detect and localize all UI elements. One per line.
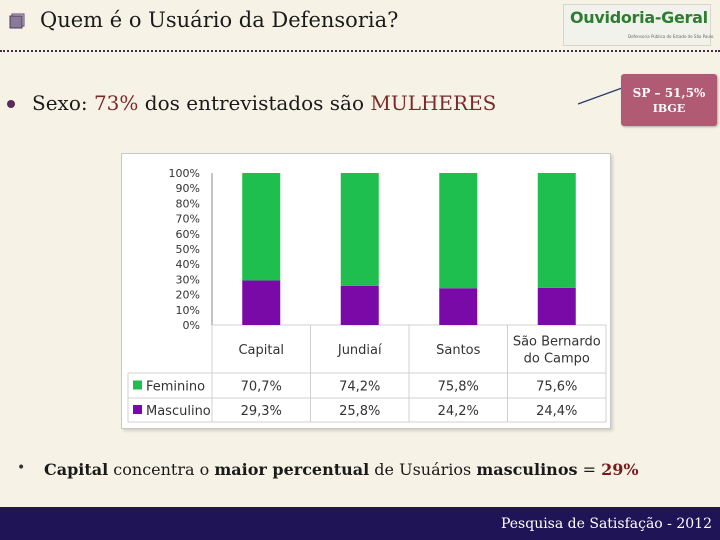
footer-text: Pesquisa de Satisfação - 2012	[500, 516, 712, 532]
footnote-text-3: =	[577, 460, 602, 479]
legend-swatch	[133, 380, 142, 390]
ibge-callout: SP – 51,5% IBGE	[621, 74, 717, 126]
footnote-bullet: •	[17, 460, 26, 476]
data-label-feminino: 70,7%	[241, 380, 282, 395]
ouvidoria-logo: Ouvidoria-Geral Defensoria Pública do Es…	[563, 4, 714, 46]
y-tick-label: 20%	[176, 289, 200, 302]
bar-feminino	[340, 173, 379, 286]
footer-bar: Pesquisa de Satisfação - 2012	[0, 507, 720, 540]
logo-subtext: Defensoria Pública do Estado de São Paul…	[628, 34, 714, 39]
data-label-feminino: 74,2%	[339, 380, 380, 395]
y-tick-label: 30%	[176, 273, 200, 286]
footnote-bold-masculinos: masculinos	[476, 460, 578, 479]
data-label-feminino: 75,6%	[536, 380, 577, 395]
headline-percent: 73%	[93, 91, 139, 115]
y-tick-label: 40%	[176, 258, 200, 271]
category-label: Santos	[436, 343, 481, 358]
logo-text: Ouvidoria-Geral	[570, 8, 708, 27]
bar-feminino	[242, 173, 281, 281]
callout-value: SP – 51,5%	[632, 86, 706, 100]
legend-label: Feminino	[146, 380, 205, 395]
category-label: Capital	[238, 343, 284, 358]
footnote-bold-capital: Capital	[44, 460, 109, 479]
footnote-text-1: concentra o	[108, 460, 215, 479]
y-tick-label: 70%	[176, 213, 200, 226]
header-divider	[0, 50, 720, 52]
footnote-text-2: de Usuários	[369, 460, 477, 479]
bar-masculino	[537, 287, 576, 325]
y-tick-label: 60%	[176, 228, 200, 241]
page-title: Quem é o Usuário da Defensoria?	[40, 8, 399, 32]
data-label-masculino: 24,2%	[438, 404, 479, 419]
bar-feminino	[439, 173, 478, 289]
footnote: Capital concentra o maior percentual de …	[44, 460, 639, 479]
stacked-bar-chart: 0% 10% 20% 30% 40% 50% 60% 70% 80% 90% 100% Capital…	[127, 167, 607, 423]
footnote-value: 29%	[601, 460, 639, 479]
category-label: Jundiaí	[337, 343, 382, 358]
category-label: do Campo	[524, 352, 590, 367]
headline-emphasis: MULHERES	[370, 91, 497, 115]
headline-prefix: Sexo:	[32, 91, 94, 115]
data-label-masculino: 24,4%	[536, 404, 577, 419]
y-tick-label: 0%	[183, 319, 200, 332]
chart-container: 0% 10% 20% 30% 40% 50% 60% 70% 80% 90% 100% Capital…	[121, 153, 611, 429]
bullet-icon	[7, 100, 15, 108]
y-tick-label: 100%	[169, 167, 200, 180]
data-label-masculino: 25,8%	[339, 404, 380, 419]
data-label-masculino: 29,3%	[241, 404, 282, 419]
bar-masculino	[340, 285, 379, 325]
y-tick-label: 90%	[176, 182, 200, 195]
headline: Sexo: 73% dos entrevistados são MULHERES	[32, 91, 496, 115]
y-tick-label: 10%	[176, 304, 200, 317]
headline-middle: dos entrevistados são	[138, 91, 371, 115]
y-tick-label: 80%	[176, 197, 200, 210]
data-label-feminino: 75,8%	[438, 380, 479, 395]
category-label: São Bernardo	[513, 335, 601, 350]
legend-swatch	[133, 405, 142, 414]
bar-masculino	[439, 288, 478, 325]
footnote-bold-maior: maior percentual	[214, 460, 370, 479]
y-tick-label: 50%	[176, 243, 200, 256]
bar-masculino	[242, 280, 281, 325]
callout-source: IBGE	[652, 102, 686, 115]
slide-bullet-icon	[9, 13, 25, 29]
bar-feminino	[537, 173, 576, 288]
legend-label: Masculino	[146, 404, 211, 419]
